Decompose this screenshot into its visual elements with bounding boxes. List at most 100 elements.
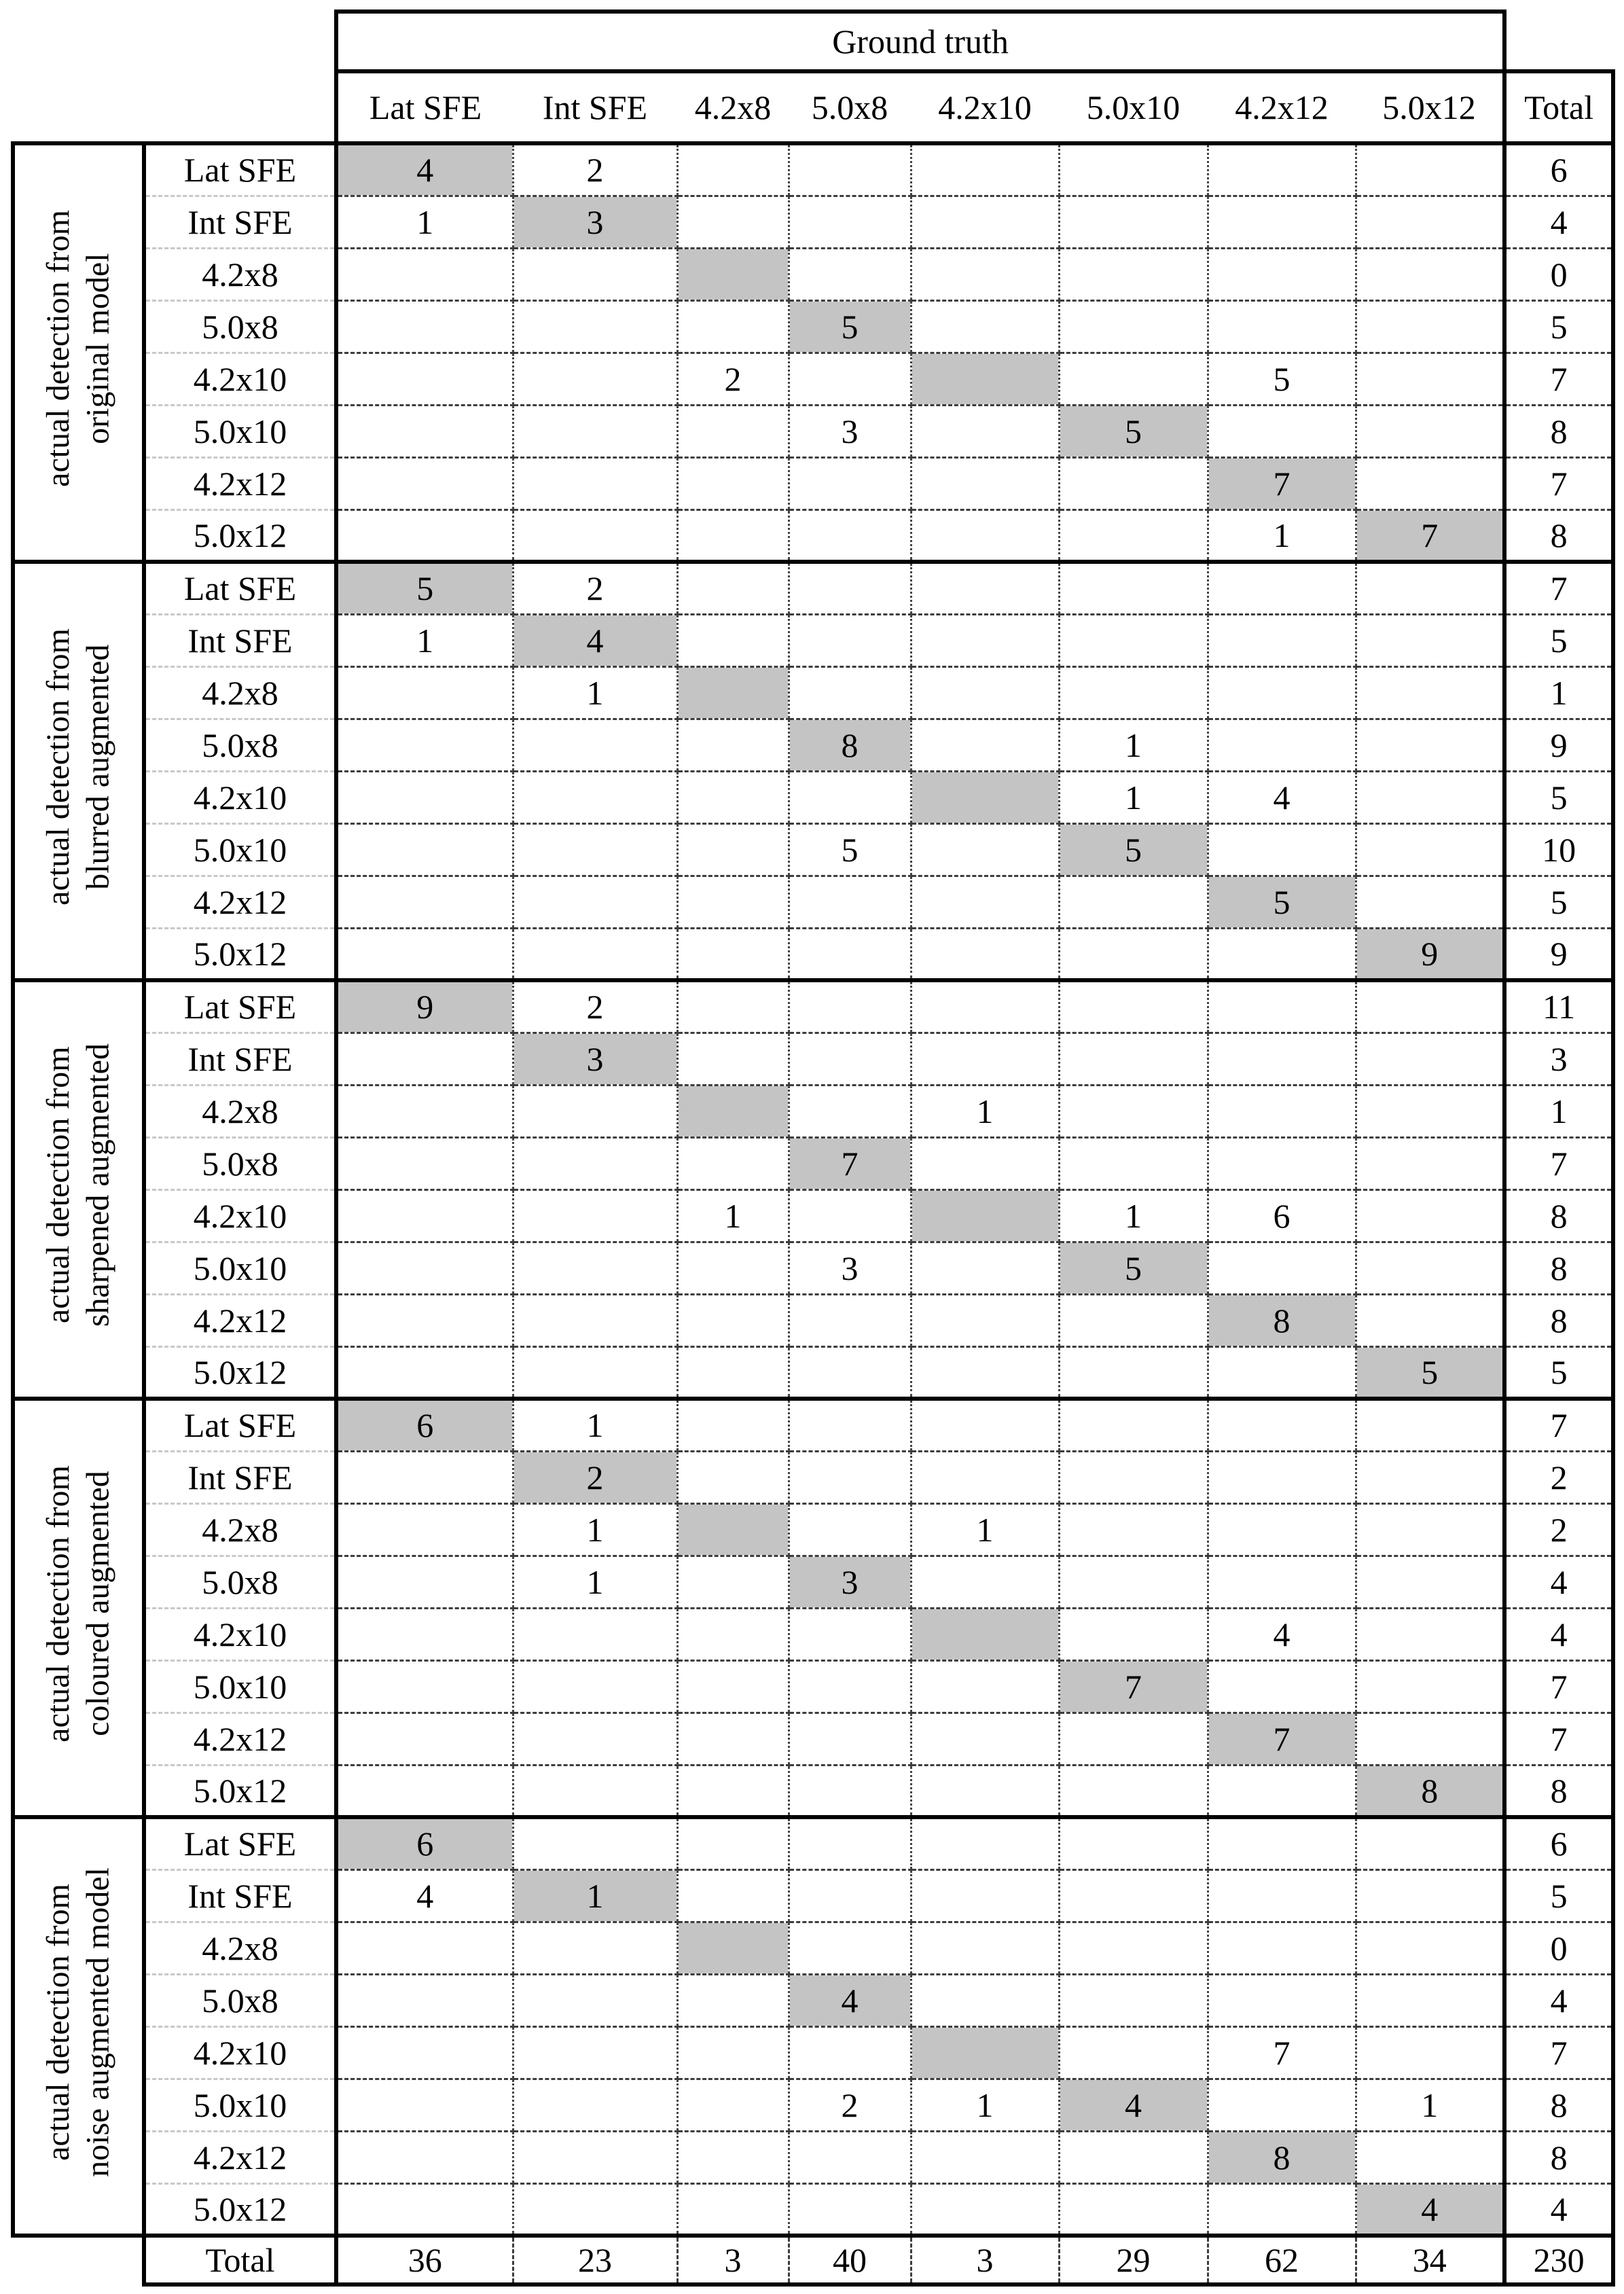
data-cell bbox=[787, 1868, 911, 1922]
diagonal-cell bbox=[909, 770, 1059, 823]
data-cell bbox=[676, 717, 789, 771]
data-cell bbox=[1354, 1083, 1505, 1137]
data-cell bbox=[909, 2182, 1059, 2236]
confusion-matrix-table: Ground truth Lat SFE Int SFE 4.2x8 5.0x8… bbox=[11, 10, 1616, 2287]
block-3-row-0: actual detection from coloured augmented L… bbox=[11, 1397, 1616, 1817]
row-label: 5.0x10 bbox=[142, 1240, 336, 1294]
row-label: 4.2x8 bbox=[142, 665, 336, 719]
totals-label: Total bbox=[142, 2234, 336, 2287]
data-cell: 5 bbox=[787, 822, 911, 876]
data-cell bbox=[676, 1240, 789, 1294]
data-cell bbox=[334, 247, 513, 300]
group-label-cell: actual detection from original model bbox=[11, 141, 144, 562]
diagonal-cell bbox=[909, 1188, 1059, 1242]
data-cell bbox=[1206, 1397, 1356, 1451]
row-label: 5.0x8 bbox=[142, 299, 336, 353]
corner-top-right bbox=[1504, 12, 1614, 71]
data-cell bbox=[1058, 1763, 1208, 1817]
diagonal-cell: 8 bbox=[787, 717, 911, 771]
diagonal-cell: 7 bbox=[1206, 1711, 1356, 1765]
data-cell bbox=[1354, 665, 1505, 719]
data-cell bbox=[511, 351, 677, 405]
column-header-4-2x8: 4.2x8 bbox=[677, 71, 789, 145]
data-cell bbox=[334, 1607, 513, 1660]
row-total: 4 bbox=[1502, 1973, 1616, 2026]
row-total: 1 bbox=[1502, 1083, 1616, 1137]
data-cell bbox=[787, 1397, 911, 1451]
row-label: 4.2x12 bbox=[142, 1293, 336, 1346]
group-label-text: actual detection from sharpened augmented bbox=[39, 1043, 118, 1327]
data-cell bbox=[1354, 1711, 1505, 1765]
data-cell: 1 bbox=[511, 665, 677, 719]
data-cell bbox=[511, 1763, 677, 1817]
row-total: 7 bbox=[1502, 560, 1616, 614]
data-cell bbox=[1058, 299, 1208, 353]
row-label: 5.0x10 bbox=[142, 1659, 336, 1713]
data-cell bbox=[1206, 978, 1356, 1033]
data-cell bbox=[334, 299, 513, 353]
data-cell bbox=[676, 1868, 789, 1922]
data-cell bbox=[676, 2182, 789, 2236]
data-cell: 1 bbox=[676, 1188, 789, 1242]
data-cell bbox=[1354, 770, 1505, 823]
diagonal-cell: 2 bbox=[511, 1450, 677, 1503]
data-cell bbox=[676, 560, 789, 614]
column-total: 40 bbox=[787, 2234, 911, 2287]
data-cell bbox=[909, 1345, 1059, 1399]
block-4-row-4: 4.2x10 7 7 bbox=[13, 2025, 1616, 2079]
data-cell bbox=[1354, 560, 1505, 614]
row-label: 5.0x12 bbox=[142, 927, 336, 980]
data-cell bbox=[1354, 717, 1505, 771]
data-cell bbox=[511, 1659, 677, 1713]
group-label-line: sharpened augmented bbox=[79, 1043, 116, 1327]
data-cell bbox=[1058, 1607, 1208, 1660]
data-cell bbox=[1206, 194, 1356, 248]
data-cell bbox=[676, 1607, 789, 1660]
data-cell bbox=[1058, 456, 1208, 509]
data-cell bbox=[511, 1920, 677, 1974]
row-label: Int SFE bbox=[142, 194, 336, 248]
block-2-row-2: 4.2x8 1 1 bbox=[13, 1083, 1616, 1137]
row-label: 4.2x12 bbox=[142, 1711, 336, 1765]
row-total: 9 bbox=[1502, 717, 1616, 771]
data-cell bbox=[1206, 1450, 1356, 1503]
data-cell bbox=[1354, 1450, 1505, 1503]
column-total: 62 bbox=[1206, 2234, 1356, 2287]
diagonal-cell bbox=[909, 351, 1059, 405]
row-total: 7 bbox=[1502, 1136, 1616, 1189]
data-cell bbox=[787, 2130, 911, 2183]
row-total: 1 bbox=[1502, 665, 1616, 719]
row-total: 4 bbox=[1502, 2182, 1616, 2236]
diagonal-cell bbox=[676, 247, 789, 300]
group-label-line: actual detection from bbox=[39, 210, 76, 487]
row-total: 6 bbox=[1502, 1815, 1616, 1869]
data-cell bbox=[676, 1815, 789, 1869]
data-cell bbox=[334, 1188, 513, 1242]
data-cell bbox=[676, 1763, 789, 1817]
data-cell bbox=[1354, 1659, 1505, 1713]
diagonal-cell: 7 bbox=[1206, 456, 1356, 509]
block-3-row-2: 4.2x8 1 1 2 bbox=[13, 1502, 1616, 1556]
data-cell bbox=[511, 299, 677, 353]
data-cell: 3 bbox=[787, 1240, 911, 1294]
data-cell bbox=[1354, 1973, 1505, 2026]
data-cell bbox=[1206, 247, 1356, 300]
diagonal-cell bbox=[676, 1502, 789, 1556]
row-label: 5.0x10 bbox=[142, 404, 336, 457]
data-cell bbox=[909, 560, 1059, 614]
row-total: 7 bbox=[1502, 456, 1616, 509]
data-cell bbox=[787, 247, 911, 300]
data-cell bbox=[909, 141, 1059, 196]
data-cell bbox=[909, 1450, 1059, 1503]
data-cell bbox=[1354, 1607, 1505, 1660]
row-label: 4.2x12 bbox=[142, 456, 336, 509]
data-cell bbox=[334, 2077, 513, 2131]
data-cell bbox=[1354, 194, 1505, 248]
row-total: 0 bbox=[1502, 1920, 1616, 1974]
data-cell bbox=[787, 613, 911, 666]
data-cell: 1 bbox=[1058, 717, 1208, 771]
data-cell bbox=[334, 456, 513, 509]
column-header-5-0x10: 5.0x10 bbox=[1059, 71, 1208, 145]
data-cell bbox=[1354, 613, 1505, 666]
data-cell bbox=[676, 1136, 789, 1189]
